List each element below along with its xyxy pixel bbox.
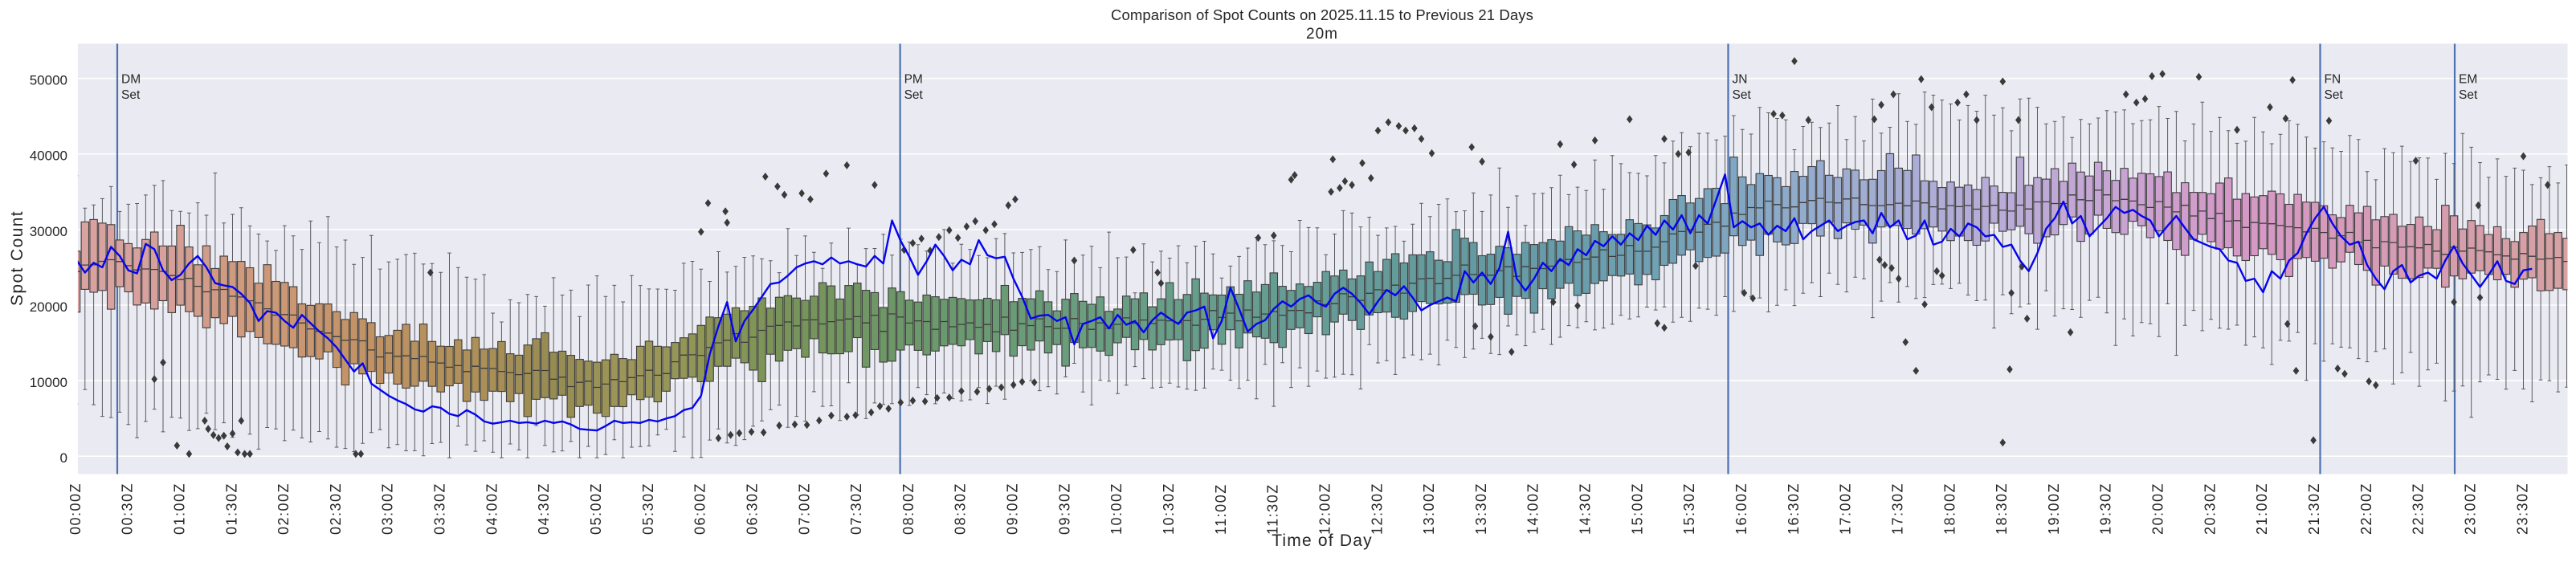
svg-text:21:30Z: 21:30Z [2306,483,2322,535]
svg-text:05:00Z: 05:00Z [588,483,604,535]
svg-text:50000: 50000 [30,73,67,88]
svg-text:01:00Z: 01:00Z [171,483,187,535]
svg-text:Time of Day: Time of Day [1272,531,1373,550]
svg-text:JN: JN [1733,73,1748,87]
svg-text:10000: 10000 [30,375,67,390]
svg-text:16:30Z: 16:30Z [1786,483,1802,535]
svg-text:01:30Z: 01:30Z [223,483,239,535]
svg-text:06:30Z: 06:30Z [744,483,760,535]
svg-text:08:30Z: 08:30Z [953,483,969,535]
svg-text:23:00Z: 23:00Z [2463,483,2479,535]
svg-text:Set: Set [904,88,924,102]
svg-text:00:30Z: 00:30Z [120,483,136,535]
svg-text:10:00Z: 10:00Z [1108,483,1125,535]
svg-text:FN: FN [2325,73,2341,87]
svg-text:18:30Z: 18:30Z [1994,483,2010,535]
svg-text:19:00Z: 19:00Z [2046,483,2062,535]
svg-text:19:30Z: 19:30Z [2098,483,2114,535]
svg-text:0: 0 [60,450,67,466]
svg-text:09:00Z: 09:00Z [1005,483,1021,535]
svg-text:02:30Z: 02:30Z [328,483,344,535]
svg-text:03:00Z: 03:00Z [380,483,396,535]
svg-text:20:00Z: 20:00Z [2150,483,2166,535]
svg-text:Set: Set [2325,88,2344,102]
svg-text:PM: PM [904,73,923,87]
svg-text:13:30Z: 13:30Z [1473,483,1489,535]
svg-text:00:00Z: 00:00Z [67,483,84,535]
svg-text:EM: EM [2459,73,2477,87]
svg-text:Set: Set [1733,88,1752,102]
svg-text:04:30Z: 04:30Z [536,483,552,535]
svg-text:04:00Z: 04:00Z [484,483,500,535]
svg-text:12:30Z: 12:30Z [1369,483,1385,535]
svg-text:23:30Z: 23:30Z [2514,483,2530,535]
svg-text:07:30Z: 07:30Z [848,483,864,535]
svg-text:09:30Z: 09:30Z [1056,483,1072,535]
svg-text:20m: 20m [1306,26,1338,43]
svg-text:DM: DM [121,73,141,87]
svg-text:11:00Z: 11:00Z [1213,483,1229,535]
svg-text:15:30Z: 15:30Z [1681,483,1697,535]
svg-text:03:30Z: 03:30Z [432,483,448,535]
svg-text:10:30Z: 10:30Z [1161,483,1177,535]
svg-text:16:00Z: 16:00Z [1733,483,1749,535]
svg-text:08:00Z: 08:00Z [900,483,917,535]
svg-text:13:00Z: 13:00Z [1421,483,1437,535]
svg-text:21:00Z: 21:00Z [2254,483,2270,535]
svg-text:12:00Z: 12:00Z [1317,483,1333,535]
svg-text:30000: 30000 [30,224,67,239]
svg-text:06:00Z: 06:00Z [692,483,708,535]
svg-text:14:00Z: 14:00Z [1525,483,1541,535]
svg-text:15:00Z: 15:00Z [1629,483,1645,535]
svg-text:07:00Z: 07:00Z [796,483,812,535]
svg-text:40000: 40000 [30,149,67,164]
svg-text:20000: 20000 [30,299,67,315]
svg-text:05:30Z: 05:30Z [640,483,656,535]
svg-text:Spot Count: Spot Count [8,210,27,306]
svg-text:17:30Z: 17:30Z [1890,483,1906,535]
svg-text:Set: Set [2459,88,2478,102]
svg-text:11:30Z: 11:30Z [1265,483,1281,535]
svg-text:Comparison of Spot Counts on 2: Comparison of Spot Counts on 2025.11.15 … [1111,6,1533,23]
svg-text:22:30Z: 22:30Z [2411,483,2427,535]
svg-text:17:00Z: 17:00Z [1838,483,1854,535]
svg-text:14:30Z: 14:30Z [1578,483,1594,535]
svg-text:02:00Z: 02:00Z [276,483,292,535]
svg-text:20:30Z: 20:30Z [2202,483,2218,535]
svg-text:22:00Z: 22:00Z [2358,483,2374,535]
svg-text:18:00Z: 18:00Z [1941,483,1958,535]
svg-text:Set: Set [121,88,141,102]
